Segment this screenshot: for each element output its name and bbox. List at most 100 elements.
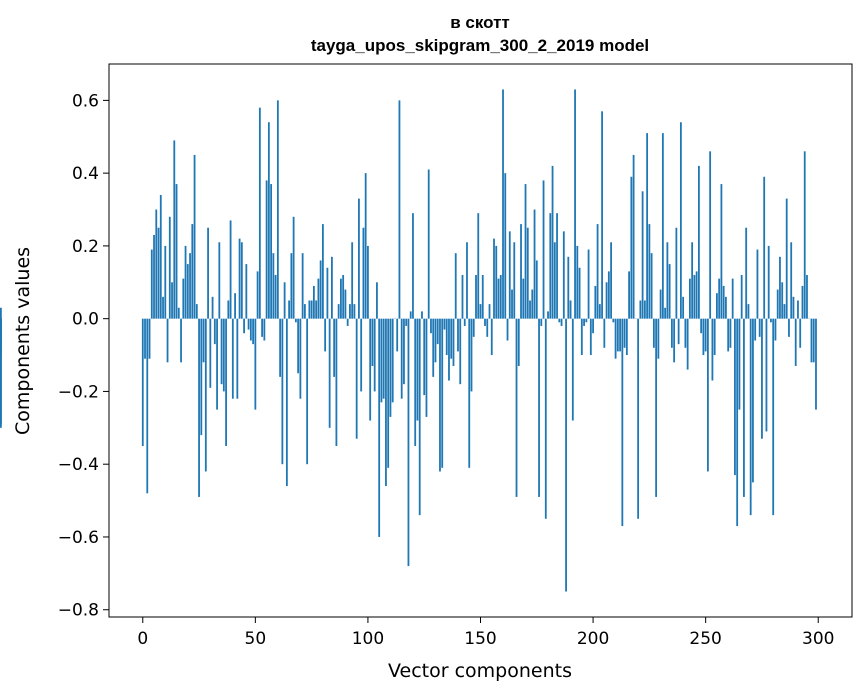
bar: [301, 253, 304, 319]
x-axis-label: Vector components: [388, 660, 572, 682]
bar: [220, 318, 223, 385]
bar: [317, 278, 320, 319]
chart-subtitle: tayga_upos_skipgram_300_2_2019 model: [311, 36, 649, 55]
bar: [303, 304, 306, 319]
bar: [763, 176, 766, 319]
y-tick-label: 0.2: [72, 237, 99, 257]
bar: [695, 271, 698, 319]
bar: [351, 242, 354, 319]
bar: [522, 278, 525, 319]
bar: [495, 245, 498, 319]
bar: [378, 318, 381, 537]
bar: [333, 318, 336, 377]
bar: [0, 318, 2, 341]
bar: [707, 318, 709, 472]
bar: [421, 311, 423, 319]
bar: [418, 318, 421, 516]
bar: [533, 209, 536, 319]
bar: [373, 318, 376, 392]
bar: [229, 220, 232, 319]
bar: [585, 318, 588, 323]
bar: [369, 318, 372, 421]
bar: [349, 304, 351, 319]
bar: [281, 318, 284, 465]
bar-series: [0, 89, 817, 592]
bar: [294, 318, 297, 323]
bar: [553, 242, 556, 319]
bar: [249, 318, 252, 341]
bar: [470, 318, 473, 392]
bar: [175, 184, 178, 319]
bar: [716, 293, 718, 319]
bar: [616, 318, 619, 352]
bar: [454, 253, 457, 319]
bar: [517, 318, 520, 366]
bar: [799, 318, 802, 348]
bar: [666, 242, 669, 319]
bar: [204, 318, 207, 472]
bar: [403, 318, 405, 385]
bar: [256, 271, 259, 319]
bar: [783, 304, 786, 319]
bar: [398, 100, 401, 319]
bar: [439, 318, 441, 472]
bar: [376, 282, 378, 319]
bar: [698, 165, 700, 319]
bar: [515, 318, 518, 497]
bar: [225, 318, 227, 447]
bar: [364, 173, 367, 319]
bar: [452, 318, 455, 366]
bar: [603, 318, 606, 348]
bar: [299, 318, 302, 399]
bar: [810, 318, 813, 363]
bar: [488, 304, 491, 319]
bar: [540, 318, 543, 326]
bar: [812, 318, 815, 363]
bar: [790, 242, 793, 319]
y-axis-label: Components values: [12, 247, 34, 435]
bar: [400, 318, 403, 399]
bar: [272, 253, 275, 319]
bar: [166, 318, 169, 363]
bar: [549, 213, 552, 319]
bar: [718, 278, 721, 319]
bar: [326, 267, 329, 319]
bar: [655, 318, 658, 497]
bar: [785, 198, 788, 319]
bar: [558, 318, 561, 323]
bar: [504, 173, 507, 319]
bar: [679, 122, 682, 319]
bar: [238, 238, 241, 319]
bar: [583, 318, 585, 326]
bar: [652, 318, 655, 348]
chart-title: в скотт: [450, 13, 510, 32]
bar: [614, 318, 617, 359]
bar: [589, 318, 592, 356]
bar: [720, 184, 723, 319]
bar: [171, 282, 173, 319]
bar: [144, 318, 146, 359]
bar: [628, 271, 630, 319]
bar: [776, 289, 779, 319]
bar: [551, 165, 554, 319]
bar: [328, 318, 331, 428]
bar: [513, 242, 516, 319]
bar: [668, 264, 671, 319]
bar: [738, 318, 741, 410]
bar: [382, 318, 385, 399]
bar: [344, 289, 347, 319]
bar: [430, 318, 432, 334]
bar: [524, 184, 527, 319]
bar: [346, 318, 349, 326]
bar: [396, 318, 399, 352]
bar: [574, 89, 576, 319]
bar: [754, 318, 757, 341]
bar: [544, 318, 547, 519]
bar: [236, 318, 239, 399]
bar: [434, 318, 437, 363]
bar: [477, 213, 480, 319]
bar: [0, 307, 2, 319]
bar: [725, 296, 727, 319]
bar: [560, 318, 563, 326]
bar: [337, 304, 340, 319]
